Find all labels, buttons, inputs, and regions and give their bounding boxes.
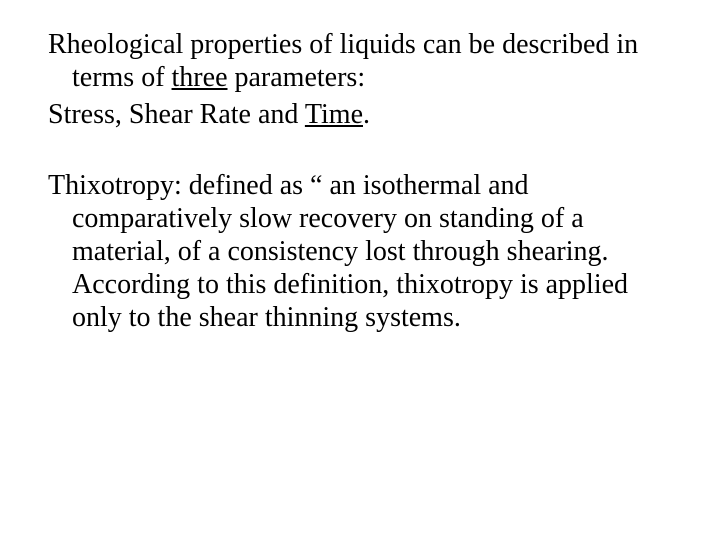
- text-run: Stress, Shear Rate and: [48, 99, 305, 130]
- text-run: Thixotropy: defined as “ an isothermal a…: [48, 170, 628, 333]
- underlined-time: Time: [305, 99, 363, 130]
- text-run: .: [363, 99, 370, 130]
- paragraph-thixotropy: Thixotropy: defined as “ an isothermal a…: [48, 169, 672, 334]
- paragraph-rheology-intro: Rheological properties of liquids can be…: [48, 28, 672, 94]
- spacer: [48, 135, 672, 169]
- paragraph-parameters-list: Stress, Shear Rate and Time.: [48, 98, 672, 131]
- slide: Rheological properties of liquids can be…: [0, 0, 720, 540]
- underlined-three: three: [172, 62, 228, 93]
- text-run: parameters:: [228, 62, 366, 93]
